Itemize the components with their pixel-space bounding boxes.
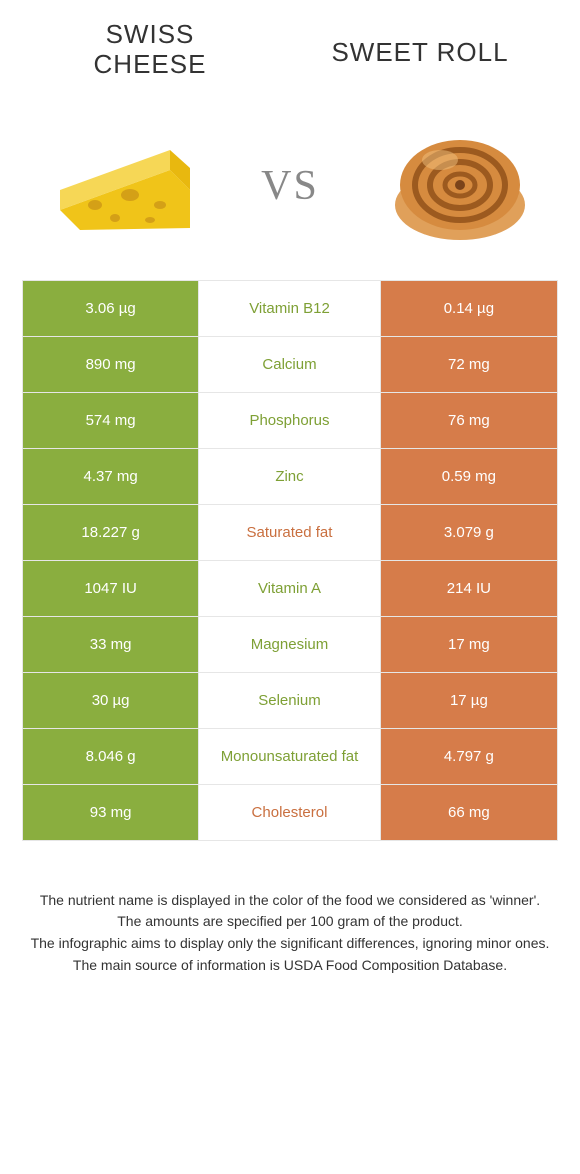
nutrient-value-right: 17 µg <box>381 673 557 728</box>
food-title-right: Sweet roll <box>320 20 520 68</box>
nutrient-value-right: 0.14 µg <box>381 281 557 336</box>
nutrient-row: 1047 IUVitamin A214 IU <box>23 561 557 617</box>
nutrient-value-left: 30 µg <box>23 673 199 728</box>
nutrient-name: Vitamin B12 <box>199 281 381 336</box>
images-row: vs <box>0 80 580 280</box>
nutrient-row: 30 µgSelenium17 µg <box>23 673 557 729</box>
nutrient-value-right: 214 IU <box>381 561 557 616</box>
nutrient-value-left: 8.046 g <box>23 729 199 784</box>
nutrient-row: 33 mgMagnesium17 mg <box>23 617 557 673</box>
sweet-roll-icon <box>380 110 540 250</box>
nutrient-name: Calcium <box>199 337 381 392</box>
nutrient-value-right: 72 mg <box>381 337 557 392</box>
footnote-line: The main source of information is USDA F… <box>30 956 550 976</box>
nutrient-value-right: 17 mg <box>381 617 557 672</box>
nutrient-row: 3.06 µgVitamin B120.14 µg <box>23 281 557 337</box>
footnotes: The nutrient name is displayed in the co… <box>0 841 580 975</box>
nutrient-row: 8.046 gMonounsaturated fat4.797 g <box>23 729 557 785</box>
nutrient-name: Phosphorus <box>199 393 381 448</box>
nutrient-row: 4.37 mgZinc0.59 mg <box>23 449 557 505</box>
nutrient-value-right: 3.079 g <box>381 505 557 560</box>
nutrient-value-left: 18.227 g <box>23 505 199 560</box>
nutrient-value-left: 1047 IU <box>23 561 199 616</box>
nutrient-name: Magnesium <box>199 617 381 672</box>
nutrient-value-left: 3.06 µg <box>23 281 199 336</box>
nutrient-value-left: 93 mg <box>23 785 199 840</box>
nutrient-value-right: 76 mg <box>381 393 557 448</box>
footnote-line: The nutrient name is displayed in the co… <box>30 891 550 911</box>
nutrient-row: 574 mgPhosphorus76 mg <box>23 393 557 449</box>
nutrient-value-right: 66 mg <box>381 785 557 840</box>
food-image-left <box>30 100 210 260</box>
nutrient-name: Zinc <box>199 449 381 504</box>
food-image-right <box>370 100 550 260</box>
nutrient-value-right: 4.797 g <box>381 729 557 784</box>
footnote-line: The amounts are specified per 100 gram o… <box>30 912 550 932</box>
footnote-line: The infographic aims to display only the… <box>30 934 550 954</box>
cheese-icon <box>40 110 200 250</box>
header: Swiss cheese Sweet roll <box>0 0 580 80</box>
nutrient-value-left: 4.37 mg <box>23 449 199 504</box>
food-title-left: Swiss cheese <box>60 20 240 80</box>
nutrient-row: 890 mgCalcium72 mg <box>23 337 557 393</box>
nutrient-name: Vitamin A <box>199 561 381 616</box>
nutrient-name: Saturated fat <box>199 505 381 560</box>
nutrient-value-right: 0.59 mg <box>381 449 557 504</box>
nutrient-value-left: 574 mg <box>23 393 199 448</box>
nutrient-value-left: 890 mg <box>23 337 199 392</box>
nutrient-name: Cholesterol <box>199 785 381 840</box>
nutrient-name: Selenium <box>199 673 381 728</box>
nutrient-table: 3.06 µgVitamin B120.14 µg890 mgCalcium72… <box>22 280 558 841</box>
nutrient-row: 18.227 gSaturated fat3.079 g <box>23 505 557 561</box>
vs-label: vs <box>261 145 319 214</box>
nutrient-name: Monounsaturated fat <box>199 729 381 784</box>
nutrient-row: 93 mgCholesterol66 mg <box>23 785 557 841</box>
nutrient-value-left: 33 mg <box>23 617 199 672</box>
